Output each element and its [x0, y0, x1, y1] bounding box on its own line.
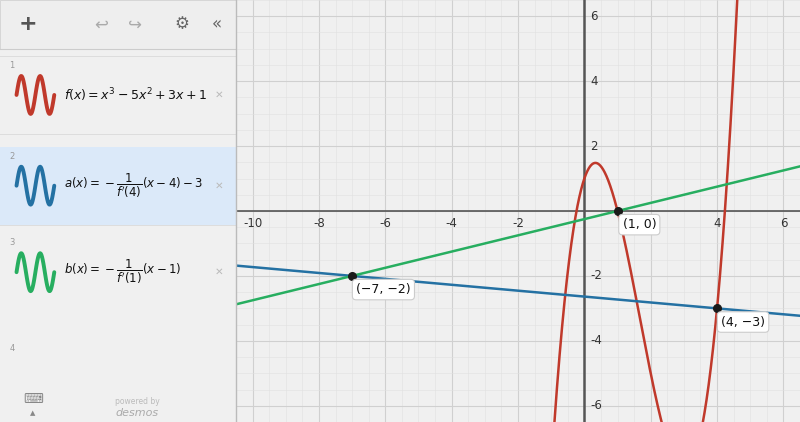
Text: 6: 6	[590, 10, 598, 23]
Text: desmos: desmos	[115, 408, 158, 418]
Text: $a(x) = -\dfrac{1}{f'(4)}(x-4)-3$: $a(x) = -\dfrac{1}{f'(4)}(x-4)-3$	[64, 172, 202, 200]
Text: -4: -4	[446, 217, 458, 230]
Text: 4: 4	[590, 75, 598, 88]
Text: 1: 1	[9, 61, 14, 70]
Text: 4: 4	[9, 344, 14, 353]
Text: 6: 6	[780, 217, 787, 230]
Text: ⌨: ⌨	[23, 392, 43, 406]
Text: -6: -6	[379, 217, 391, 230]
Text: -2: -2	[512, 217, 524, 230]
Text: 2: 2	[9, 151, 14, 161]
Text: 3: 3	[9, 238, 14, 247]
Text: (4, −3): (4, −3)	[721, 316, 765, 328]
Text: (−7, −2): (−7, −2)	[356, 283, 410, 296]
Text: 4: 4	[714, 217, 721, 230]
Text: ↩: ↩	[94, 15, 109, 33]
Text: ✕: ✕	[215, 267, 224, 277]
Text: ↪: ↪	[127, 15, 142, 33]
Text: (1, 0): (1, 0)	[622, 218, 656, 231]
Text: powered by: powered by	[114, 397, 159, 406]
Text: -6: -6	[590, 399, 602, 412]
Text: -10: -10	[243, 217, 262, 230]
Text: ▲: ▲	[30, 410, 36, 416]
Text: $f(x) = x^3 - 5x^2 + 3x + 1$: $f(x) = x^3 - 5x^2 + 3x + 1$	[64, 86, 206, 104]
Text: ✕: ✕	[215, 90, 224, 100]
Text: -2: -2	[590, 269, 602, 282]
Text: «: «	[212, 15, 222, 33]
Text: -8: -8	[313, 217, 325, 230]
Text: 2: 2	[590, 140, 598, 153]
Text: -4: -4	[590, 334, 602, 347]
Text: +: +	[19, 14, 38, 34]
Text: $b(x) = -\dfrac{1}{f'(1)}(x-1)$: $b(x) = -\dfrac{1}{f'(1)}(x-1)$	[64, 258, 181, 286]
FancyBboxPatch shape	[0, 0, 236, 49]
Text: 2: 2	[647, 217, 654, 230]
Text: ⚙: ⚙	[174, 15, 189, 33]
FancyBboxPatch shape	[0, 146, 236, 225]
Text: ✕: ✕	[215, 181, 224, 191]
